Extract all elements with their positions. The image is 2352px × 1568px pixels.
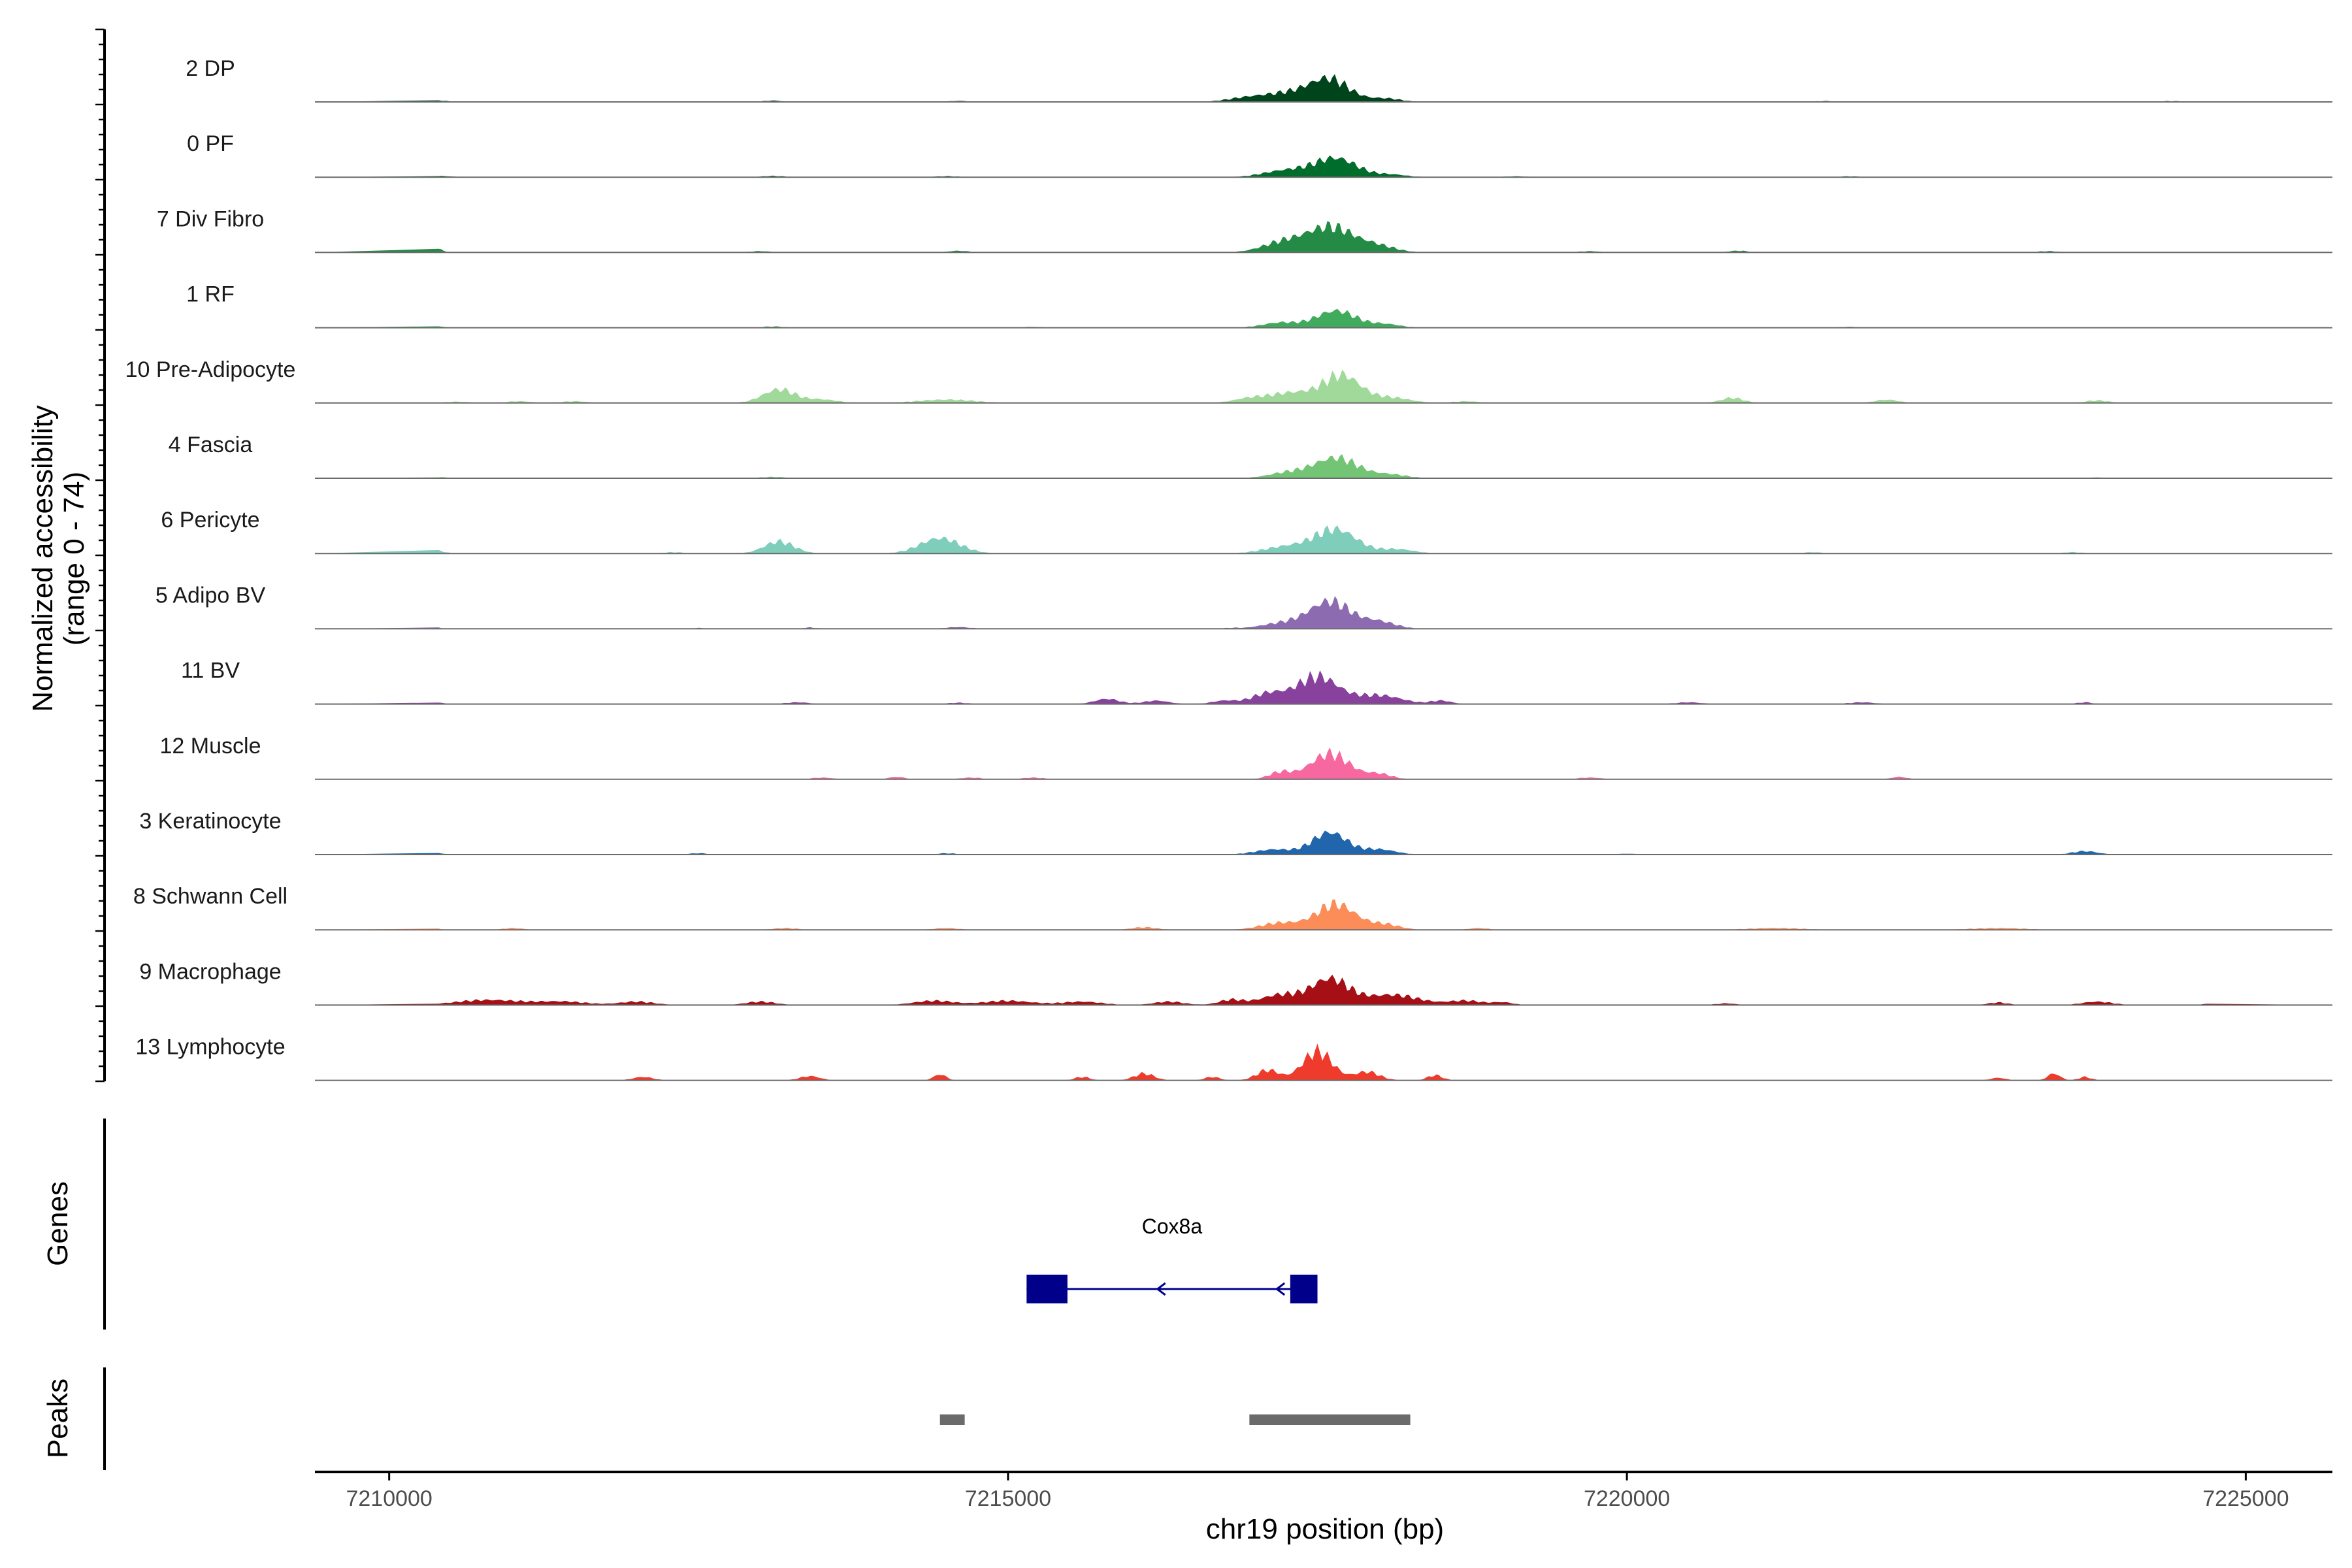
x-tick-label-3: 7225000: [2202, 1486, 2289, 1511]
coverage-area-8: [315, 670, 2332, 704]
track-label-12: 9 Macrophage: [139, 959, 281, 984]
gene-exon-0: [1026, 1275, 1068, 1303]
track-label-11: 8 Schwann Cell: [133, 884, 287, 909]
peaks-group: [939, 1414, 1411, 1425]
track-label-8: 11 BV: [181, 659, 240, 683]
gene-label: Cox8a: [1142, 1215, 1203, 1238]
coverage-area-13: [315, 1043, 2332, 1081]
strand-arrow-0: [1156, 1282, 1166, 1296]
coverage-area-1: [315, 155, 2332, 178]
x-tick-label-2: 7220000: [1584, 1486, 1670, 1511]
x-axis-title: chr19 position (bp): [1206, 1513, 1444, 1545]
x-axis-ticks: 7210000 7215000 7220000 7225000: [346, 1472, 2289, 1511]
track-label-13: 13 Lymphocyte: [135, 1035, 285, 1060]
coverage-y-axis-ticks: [95, 28, 105, 1083]
coverage-area-0: [315, 74, 2332, 102]
coverage-area-10: [315, 830, 2332, 855]
peaks-axis-label: Peaks: [42, 1379, 74, 1458]
track-label-7: 5 Adipo BV: [155, 583, 266, 608]
track-labels-group: 2 DP 0 PF 7 Div Fibro 1 RF 10 Pre-Adipocyte 4…: [125, 56, 296, 1060]
genes-axis-label: Genes: [42, 1181, 74, 1266]
track-label-4: 10 Pre-Adipocyte: [125, 357, 296, 382]
coverage-area-2: [315, 221, 2332, 253]
peak-bar-1: [1249, 1414, 1411, 1425]
track-label-10: 3 Keratinocyte: [139, 809, 281, 834]
track-label-9: 12 Muscle: [160, 734, 261, 759]
coverage-area-4: [315, 369, 2332, 403]
coverage-area-9: [315, 747, 2332, 779]
track-label-1: 0 PF: [187, 131, 234, 156]
coverage-y-label-line1: Normalized accessibility: [27, 405, 59, 711]
coverage-area-5: [315, 454, 2332, 478]
track-label-3: 1 RF: [186, 282, 235, 307]
peak-bar-0: [939, 1414, 965, 1425]
track-label-6: 6 Pericyte: [161, 508, 259, 532]
coverage-area-11: [315, 899, 2332, 930]
x-tick-label-1: 7215000: [965, 1486, 1051, 1511]
coverage-area-12: [315, 974, 2332, 1005]
track-label-5: 4 Fascia: [169, 433, 253, 457]
coverage-area-6: [315, 525, 2332, 554]
track-label-2: 7 Div Fibro: [157, 206, 264, 231]
coverage-area-3: [315, 308, 2332, 328]
gene-exon-1: [1290, 1275, 1318, 1303]
tracks-group: [315, 74, 2332, 1081]
x-tick-label-0: 7210000: [346, 1486, 432, 1511]
strand-arrow-1: [1275, 1282, 1286, 1296]
coverage-y-label-line2: (range 0 - 74): [58, 472, 90, 646]
track-label-0: 2 DP: [186, 56, 235, 81]
coverage-area-7: [315, 596, 2332, 629]
gene-group: Cox8a: [1026, 1215, 1318, 1303]
